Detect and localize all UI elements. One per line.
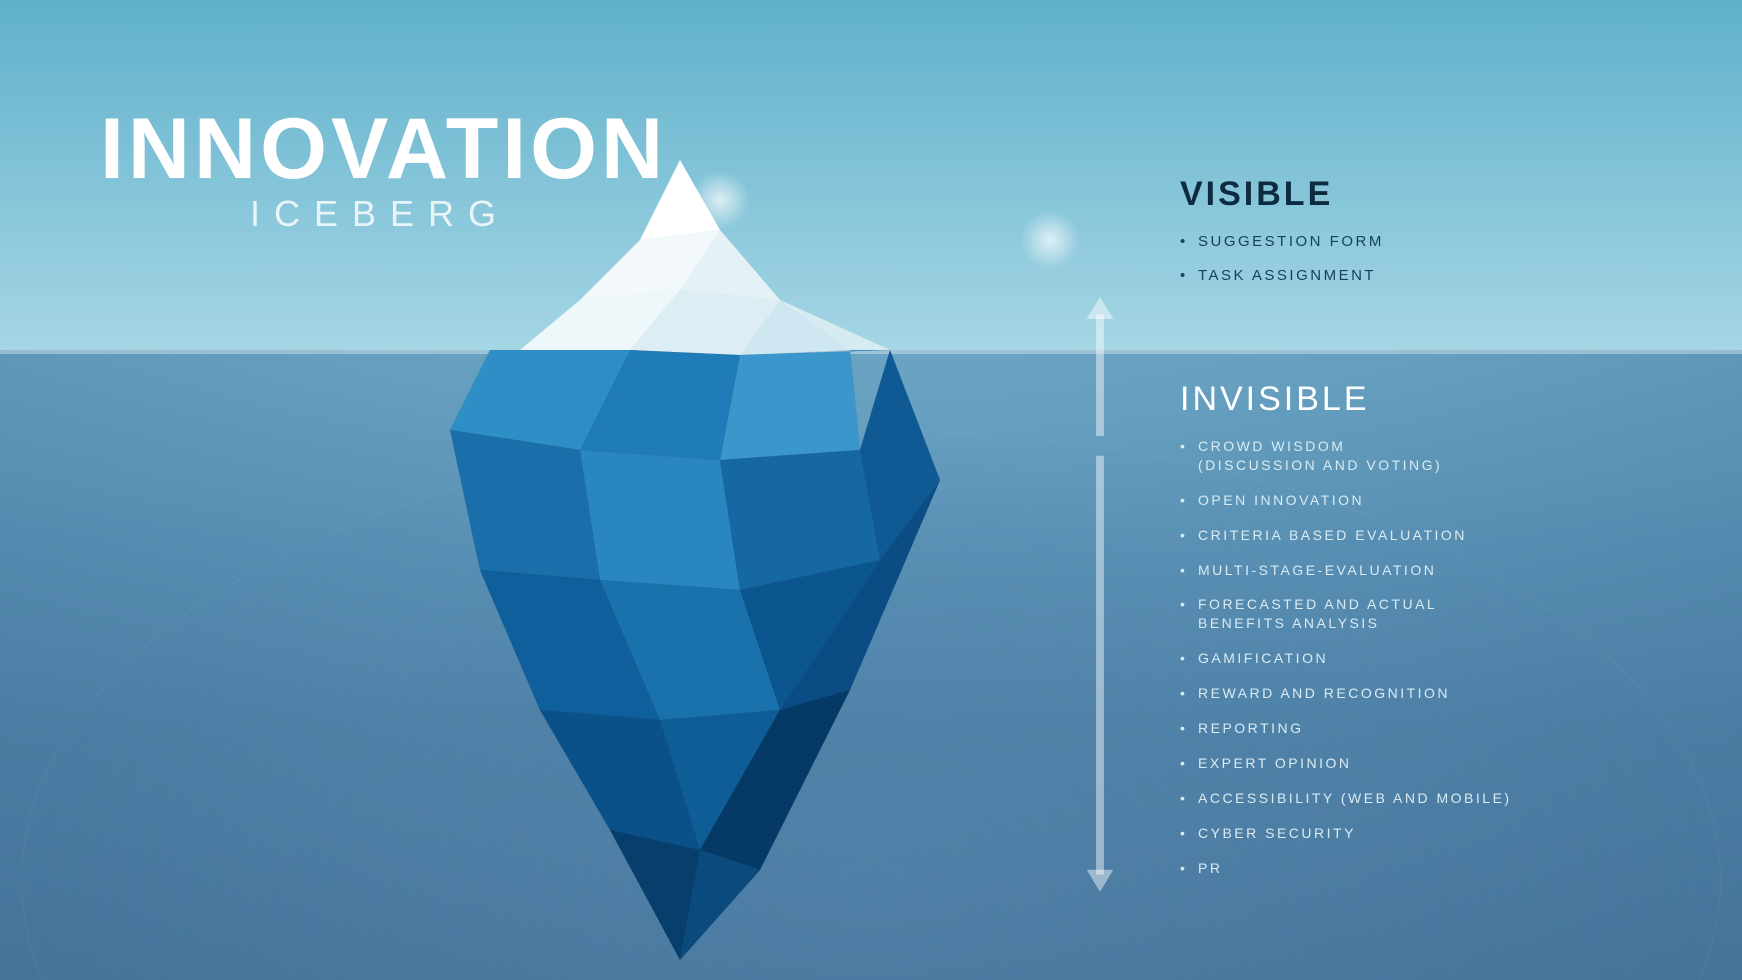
invisible-item: EXPERT OPINION [1180, 754, 1680, 773]
lens-flare [1020, 210, 1080, 270]
visible-section: VISIBLE SUGGESTION FORM TASK ASSIGNMENT [1180, 175, 1680, 301]
visible-item: TASK ASSIGNMENT [1180, 266, 1680, 286]
direction-arrows-icon [1075, 165, 1125, 935]
invisible-item: CRITERIA BASED EVALUATION [1180, 526, 1680, 545]
invisible-item: FORECASTED AND ACTUALBENEFITS ANALYSIS [1180, 595, 1680, 633]
visible-heading: VISIBLE [1180, 175, 1680, 214]
invisible-item: MULTI-STAGE-EVALUATION [1180, 561, 1680, 580]
infographic-stage: INNOVATION ICEBERG VISIBLE SUGGESTION FO… [0, 0, 1742, 980]
invisible-list: CROWD WISDOM(DISCUSSION AND VOTING) OPEN … [1180, 437, 1680, 877]
invisible-item: OPEN INNOVATION [1180, 491, 1680, 510]
invisible-item: GAMIFICATION [1180, 649, 1680, 668]
invisible-item: REWARD AND RECOGNITION [1180, 684, 1680, 703]
invisible-item: PR [1180, 859, 1680, 878]
visible-item: SUGGESTION FORM [1180, 232, 1680, 252]
invisible-section: INVISIBLE CROWD WISDOM(DISCUSSION AND VO… [1180, 380, 1680, 893]
invisible-item: CYBER SECURITY [1180, 824, 1680, 843]
visible-list: SUGGESTION FORM TASK ASSIGNMENT [1180, 232, 1680, 287]
invisible-item: CROWD WISDOM(DISCUSSION AND VOTING) [1180, 437, 1680, 475]
iceberg-icon [380, 150, 1000, 970]
invisible-item: REPORTING [1180, 719, 1680, 738]
invisible-item: ACCESSIBILITY (WEB AND MOBILE) [1180, 789, 1680, 808]
invisible-heading: INVISIBLE [1180, 380, 1680, 419]
